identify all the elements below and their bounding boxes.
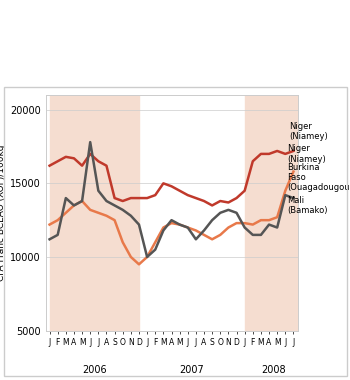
Text: Figure 3.: Figure 3. <box>14 24 81 36</box>
Y-axis label: CFA Franc BCEAO (XOF)/100kg: CFA Franc BCEAO (XOF)/100kg <box>0 144 6 281</box>
Text: Burkina
Faso
(Ouagadougou): Burkina Faso (Ouagadougou) <box>287 163 350 192</box>
Text: in selected Western Africa markets: in selected Western Africa markets <box>14 59 247 71</box>
Text: Niger
(Niamey): Niger (Niamey) <box>287 144 326 164</box>
Bar <box>245 95 298 331</box>
Text: Niger
(Niamey): Niger (Niamey) <box>289 122 328 141</box>
Text: Locally produced millet prices: Locally produced millet prices <box>55 24 259 36</box>
Bar <box>50 95 139 331</box>
Text: Mali
(Bamako): Mali (Bamako) <box>287 196 328 215</box>
